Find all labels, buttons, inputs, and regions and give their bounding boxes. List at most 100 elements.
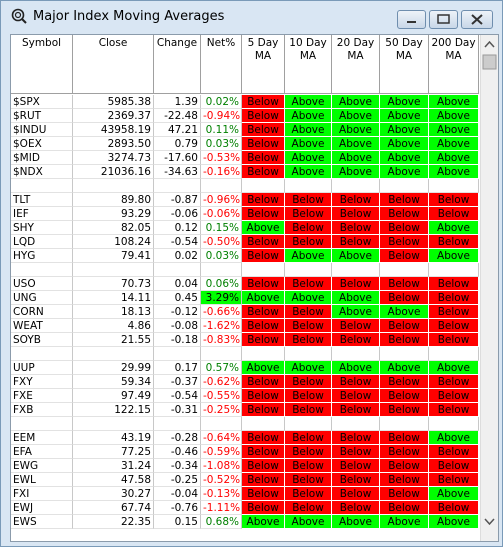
blank-cell <box>380 417 429 431</box>
net-percent-cell: -1.08% <box>201 459 242 473</box>
column-header: Close <box>73 35 154 94</box>
blank-cell <box>429 263 479 277</box>
ma-signal-cell: Below <box>242 333 285 347</box>
ma-signal-cell: Below <box>332 389 380 403</box>
close-cell: 122.15 <box>73 403 154 417</box>
column-header: 200 Day MA <box>429 35 479 94</box>
net-percent-cell: -0.25% <box>201 403 242 417</box>
change-cell: -0.87 <box>154 193 201 207</box>
title-bar: Major Index Moving Averages <box>1 1 502 31</box>
header-text: MA <box>445 50 462 62</box>
change-cell: 0.15 <box>154 515 201 529</box>
close-cell: 3274.73 <box>73 151 154 165</box>
close-cell: 97.49 <box>73 389 154 403</box>
ma-signal-cell: Above <box>285 123 332 137</box>
ma-signal-cell: Below <box>242 445 285 459</box>
ma-signal-cell: Below <box>242 319 285 333</box>
ma-signal-cell: Above <box>285 249 332 263</box>
change-cell: -0.54 <box>154 235 201 249</box>
symbol-cell: EWG <box>11 459 73 473</box>
ma-signal-cell: Above <box>380 95 429 109</box>
symbol-cell: EWL <box>11 473 73 487</box>
blank-cell <box>380 179 429 193</box>
ma-signal-cell: Below <box>380 319 429 333</box>
change-cell: -0.76 <box>154 501 201 515</box>
close-cell: 14.11 <box>73 291 154 305</box>
change-cell: -0.37 <box>154 375 201 389</box>
blank-cell <box>73 263 154 277</box>
ma-signal-cell: Below <box>242 109 285 123</box>
change-cell: -17.60 <box>154 151 201 165</box>
close-cell: 43.19 <box>73 431 154 445</box>
close-cell: 5985.38 <box>73 95 154 109</box>
change-cell: -0.18 <box>154 333 201 347</box>
ma-signal-cell: Below <box>429 445 479 459</box>
ma-signal-cell: Below <box>242 123 285 137</box>
ma-signal-cell: Above <box>332 361 380 375</box>
close-cell: 4.86 <box>73 319 154 333</box>
close-cell: 82.05 <box>73 221 154 235</box>
ma-signal-cell: Below <box>380 501 429 515</box>
blank-cell <box>285 417 332 431</box>
close-cell: 67.74 <box>73 501 154 515</box>
net-percent-cell: -0.16% <box>201 165 242 179</box>
ma-signal-cell: Below <box>380 431 429 445</box>
ma-signal-cell: Below <box>242 487 285 501</box>
blank-cell <box>11 417 73 431</box>
ma-signal-cell: Below <box>380 277 429 291</box>
close-cell: 2369.37 <box>73 109 154 123</box>
net-percent-cell: 0.02% <box>201 95 242 109</box>
ma-signal-cell: Below <box>242 277 285 291</box>
blank-cell <box>332 263 380 277</box>
ma-signal-cell: Above <box>332 109 380 123</box>
vertical-scrollbar[interactable] <box>480 35 498 541</box>
ma-signal-cell: Above <box>429 221 479 235</box>
change-cell: 0.45 <box>154 291 201 305</box>
header-text: Close <box>98 37 128 49</box>
ma-signal-cell: Above <box>242 361 285 375</box>
close-cell: 43958.19 <box>73 123 154 137</box>
ma-signal-cell: Below <box>429 389 479 403</box>
ma-signal-cell: Above <box>242 221 285 235</box>
change-cell: 0.17 <box>154 361 201 375</box>
change-cell: -0.28 <box>154 431 201 445</box>
change-cell: -0.54 <box>154 389 201 403</box>
window-title: Major Index Moving Averages <box>33 9 225 24</box>
close-cell: 22.35 <box>73 515 154 529</box>
ma-signal-cell: Above <box>332 165 380 179</box>
symbol-cell: $INDU <box>11 123 73 137</box>
net-percent-cell: -0.06% <box>201 207 242 221</box>
ma-signal-cell: Above <box>332 137 380 151</box>
ma-signal-cell: Below <box>285 501 332 515</box>
column-header: Net% <box>201 35 242 94</box>
change-cell: -0.46 <box>154 445 201 459</box>
net-percent-cell: -0.53% <box>201 151 242 165</box>
minimize-button[interactable] <box>397 10 426 29</box>
net-percent-cell: -0.62% <box>201 375 242 389</box>
blank-cell <box>285 347 332 361</box>
ma-signal-cell: Below <box>429 375 479 389</box>
ma-signal-cell: Above <box>429 165 479 179</box>
change-cell: -0.25 <box>154 473 201 487</box>
net-percent-cell: 0.06% <box>201 277 242 291</box>
symbol-cell: FXI <box>11 487 73 501</box>
change-cell: -0.12 <box>154 305 201 319</box>
ma-signal-cell: Above <box>332 515 380 529</box>
blank-cell <box>73 417 154 431</box>
symbol-cell: SHY <box>11 221 73 235</box>
header-text: MA <box>347 50 364 62</box>
ma-signal-cell: Below <box>380 473 429 487</box>
change-cell: -0.06 <box>154 207 201 221</box>
net-percent-cell: -0.52% <box>201 473 242 487</box>
ma-signal-cell: Above <box>285 291 332 305</box>
maximize-button[interactable] <box>429 10 458 29</box>
ma-signal-cell: Below <box>332 235 380 249</box>
blank-cell <box>201 263 242 277</box>
net-percent-cell: -0.83% <box>201 333 242 347</box>
blank-cell <box>201 347 242 361</box>
ma-signal-cell: Below <box>242 235 285 249</box>
close-button[interactable] <box>461 10 493 29</box>
ma-signal-cell: Below <box>332 431 380 445</box>
net-percent-cell: 0.03% <box>201 249 242 263</box>
close-cell: 59.34 <box>73 375 154 389</box>
